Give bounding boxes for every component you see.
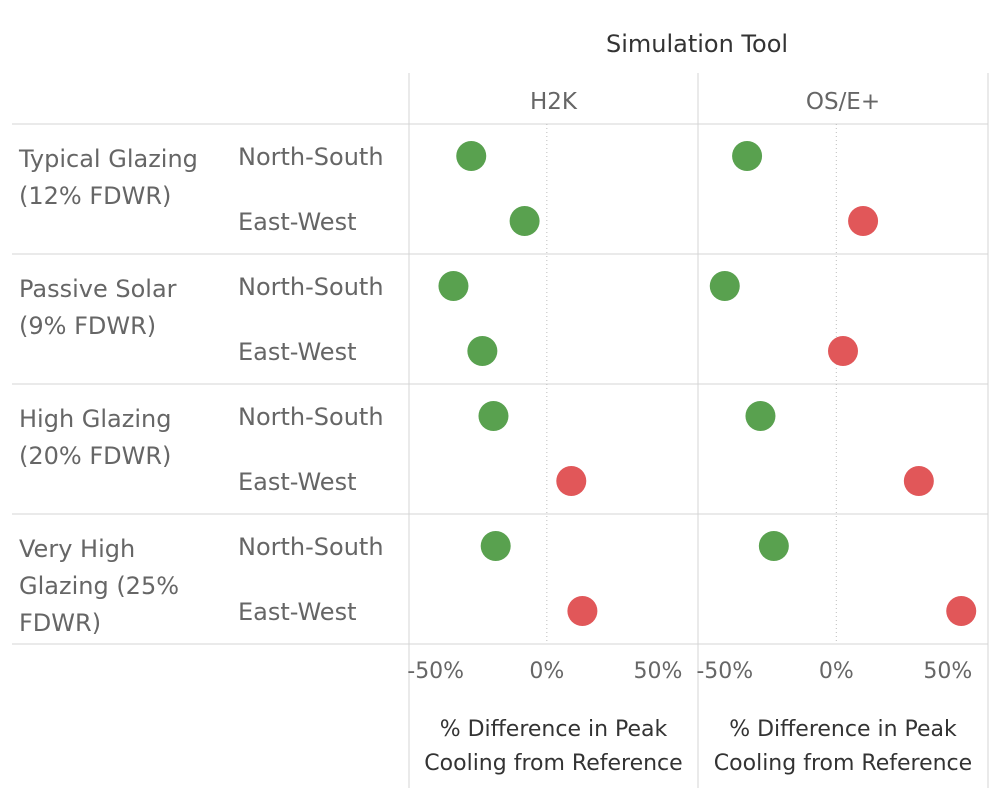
orientation-label: East-West bbox=[238, 338, 356, 366]
grid-layer bbox=[12, 73, 989, 788]
orientation-label: North-South bbox=[238, 403, 384, 431]
data-point bbox=[709, 271, 740, 301]
group-label: FDWR) bbox=[19, 609, 101, 637]
data-point bbox=[567, 596, 598, 626]
dot-layer bbox=[438, 141, 977, 626]
data-point bbox=[509, 206, 540, 236]
x-axis-title: % Difference in Peak bbox=[440, 717, 668, 742]
data-point bbox=[848, 206, 879, 236]
orientation-label: East-West bbox=[238, 208, 356, 236]
data-point bbox=[828, 336, 858, 366]
orientation-label: North-South bbox=[238, 143, 384, 171]
data-point bbox=[478, 401, 509, 431]
panel-header: H2K bbox=[530, 89, 578, 115]
x-tick-label: 0% bbox=[819, 659, 854, 684]
data-point bbox=[438, 271, 469, 301]
group-label: High Glazing bbox=[19, 405, 171, 433]
x-axis-title: Cooling from Reference bbox=[714, 751, 972, 776]
orientation-label: North-South bbox=[238, 533, 384, 561]
x-tick-label: -50% bbox=[696, 659, 753, 684]
data-point bbox=[556, 466, 587, 496]
data-point bbox=[903, 466, 934, 496]
data-point bbox=[745, 401, 776, 431]
data-point bbox=[758, 531, 789, 561]
x-tick-label: 50% bbox=[634, 659, 683, 684]
data-point bbox=[946, 596, 977, 626]
data-point bbox=[732, 141, 763, 171]
x-tick-label: 0% bbox=[529, 659, 564, 684]
x-axis-title: Cooling from Reference bbox=[424, 751, 682, 776]
x-axis-title: % Difference in Peak bbox=[729, 717, 957, 742]
data-point bbox=[467, 336, 498, 366]
group-label: (12% FDWR) bbox=[19, 182, 171, 210]
group-label: (9% FDWR) bbox=[19, 312, 156, 340]
orientation-label: North-South bbox=[238, 273, 384, 301]
x-tick-label: -50% bbox=[407, 659, 464, 684]
group-label: (20% FDWR) bbox=[19, 442, 171, 470]
group-label: Very High bbox=[19, 535, 135, 563]
data-point bbox=[456, 141, 487, 171]
x-tick-label: 50% bbox=[923, 659, 972, 684]
orientation-label: East-West bbox=[238, 598, 356, 626]
group-label: Passive Solar bbox=[19, 275, 177, 303]
panel-header: OS/E+ bbox=[806, 89, 880, 115]
orientation-label: East-West bbox=[238, 468, 356, 496]
group-label: Glazing (25% bbox=[19, 572, 179, 600]
group-label: Typical Glazing bbox=[18, 145, 198, 173]
chart-title: Simulation Tool bbox=[606, 30, 788, 58]
label-layer: H2K -50% 0% 50% % Difference in Peak Cooling … bbox=[18, 89, 972, 776]
data-point bbox=[480, 531, 511, 561]
